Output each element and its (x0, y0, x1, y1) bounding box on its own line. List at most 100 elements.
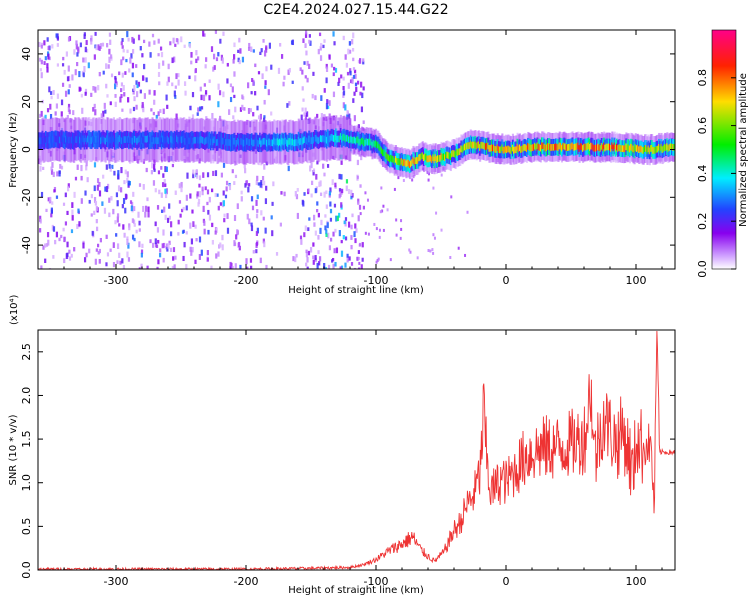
signal-core-cell (570, 143, 573, 151)
signal-core-cell (249, 138, 252, 146)
signal-core-cell (115, 137, 118, 145)
noise-cell (432, 251, 435, 255)
noise-cell (82, 72, 85, 78)
noise-cell (292, 256, 295, 262)
signal-core-cell (495, 146, 498, 153)
signal-core-cell (434, 154, 437, 162)
noise-cell (116, 243, 120, 250)
noise-cell (158, 81, 161, 86)
noise-cell (238, 37, 241, 43)
noise-cell (323, 113, 326, 118)
y-tick-label: 40 (20, 47, 33, 61)
noise-cell (247, 107, 251, 114)
noise-cell (197, 56, 200, 61)
noise-cell (189, 193, 192, 199)
noise-cell (101, 42, 105, 47)
noise-cell (137, 34, 141, 41)
signal-core-cell (119, 136, 122, 144)
noise-cell (334, 228, 337, 233)
noise-cell (39, 68, 42, 72)
signal-core-cell (140, 137, 144, 145)
noise-cell (183, 241, 186, 248)
noise-cell (325, 77, 328, 84)
x-tick-label: -200 (234, 575, 259, 588)
signal-core-cell (667, 145, 670, 152)
noise-cell (432, 186, 435, 190)
signal-core-cell (124, 136, 127, 143)
signal-core-cell (461, 146, 464, 154)
noise-cell (381, 209, 384, 213)
noise-cell (141, 243, 144, 248)
noise-cell (43, 40, 46, 46)
signal-core-cell (43, 137, 46, 145)
signal-core-cell (137, 136, 140, 144)
noise-cell (432, 233, 435, 237)
signal-core-cell (335, 133, 338, 141)
noise-cell (97, 251, 100, 255)
signal-core-cell (263, 137, 266, 145)
noise-cell (248, 218, 251, 225)
signal-core-cell (122, 137, 125, 144)
signal-core-cell (452, 150, 455, 157)
signal-core-cell (378, 143, 381, 151)
signal-core-cell (253, 139, 256, 147)
noise-cell (44, 56, 47, 61)
noise-cell (80, 175, 83, 181)
signal-core-cell (380, 147, 383, 155)
noise-cell (167, 76, 170, 83)
noise-cell (330, 63, 334, 68)
signal-core-cell (490, 144, 493, 152)
noise-cell (304, 30, 308, 35)
signal-core-cell (386, 153, 389, 161)
noise-cell (353, 91, 356, 96)
noise-cell (335, 247, 339, 254)
noise-cell (168, 203, 171, 209)
noise-cell (93, 103, 96, 109)
noise-cell (183, 81, 187, 87)
signal-core-cell (525, 145, 528, 152)
noise-cell (143, 93, 146, 99)
signal-core-cell (440, 152, 443, 160)
noise-cell (163, 206, 166, 213)
noise-cell (303, 192, 306, 196)
noise-cell (153, 90, 156, 96)
noise-cell (333, 66, 336, 71)
noise-cell (305, 249, 308, 254)
noise-cell (221, 57, 224, 64)
noise-cell (211, 112, 214, 119)
signal-core-cell (338, 135, 341, 143)
noise-cell (359, 212, 362, 216)
signal-core-cell (241, 138, 244, 146)
noise-cell (305, 251, 309, 258)
noise-cell (251, 78, 254, 82)
noise-cell (117, 185, 121, 192)
noise-cell (225, 180, 229, 186)
noise-cell (431, 248, 434, 252)
noise-cell (40, 110, 43, 117)
noise-cell (195, 169, 198, 174)
noise-cell (63, 69, 66, 75)
noise-cell (208, 79, 211, 83)
noise-cell (85, 160, 88, 167)
noise-cell (116, 200, 119, 207)
noise-cell (48, 86, 51, 93)
noise-cell (262, 216, 265, 221)
noise-cell (120, 88, 123, 93)
signal-core-cell (455, 148, 458, 156)
noise-cell (157, 71, 161, 77)
signal-core-cell (432, 154, 435, 162)
noise-cell (241, 56, 245, 63)
signal-core-cell (261, 139, 264, 146)
signal-core-cell (102, 135, 105, 142)
noise-cell (114, 93, 117, 98)
noise-cell (82, 242, 85, 249)
signal-core-cell (669, 143, 672, 151)
signal-core-cell (75, 136, 78, 143)
signal-core-cell (353, 136, 356, 144)
noise-cell (251, 205, 255, 211)
noise-cell (231, 86, 234, 93)
noise-cell (217, 101, 220, 108)
noise-cell (357, 201, 360, 205)
signal-core-cell (310, 137, 313, 144)
